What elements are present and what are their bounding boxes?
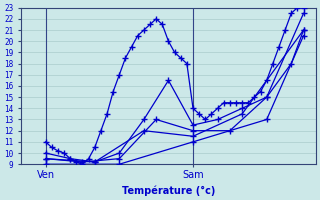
X-axis label: Température (°c): Température (°c) (122, 185, 215, 196)
